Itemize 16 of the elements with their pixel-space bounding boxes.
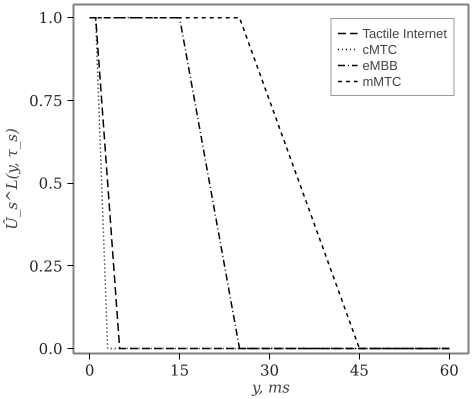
y-tick-label: 0.75 — [29, 92, 63, 110]
x-tick-label: 0 — [84, 362, 94, 380]
legend-label: mMTC — [362, 73, 402, 89]
y-axis-title: Û_s^L(y, τ_s) — [3, 128, 22, 230]
legend-label: Tactile Internet — [362, 25, 447, 41]
legend-label: eMBB — [362, 57, 398, 73]
x-tick-label: 15 — [170, 362, 190, 380]
x-tick-label: 60 — [440, 362, 459, 380]
y-tick-label: 0.25 — [29, 257, 63, 276]
y-tick-label: 0.0 — [38, 340, 63, 358]
y-tick-label: 0.5 — [38, 174, 63, 193]
x-tick-label: 30 — [260, 362, 280, 380]
y-tick-label: 1.0 — [38, 9, 63, 28]
legend-label: cMTC — [362, 41, 398, 57]
x-axis-title: y, ms — [251, 378, 290, 396]
x-tick-label: 45 — [350, 362, 369, 380]
